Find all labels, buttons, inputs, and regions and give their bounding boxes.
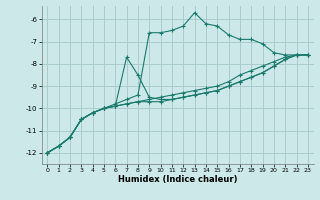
X-axis label: Humidex (Indice chaleur): Humidex (Indice chaleur) <box>118 175 237 184</box>
